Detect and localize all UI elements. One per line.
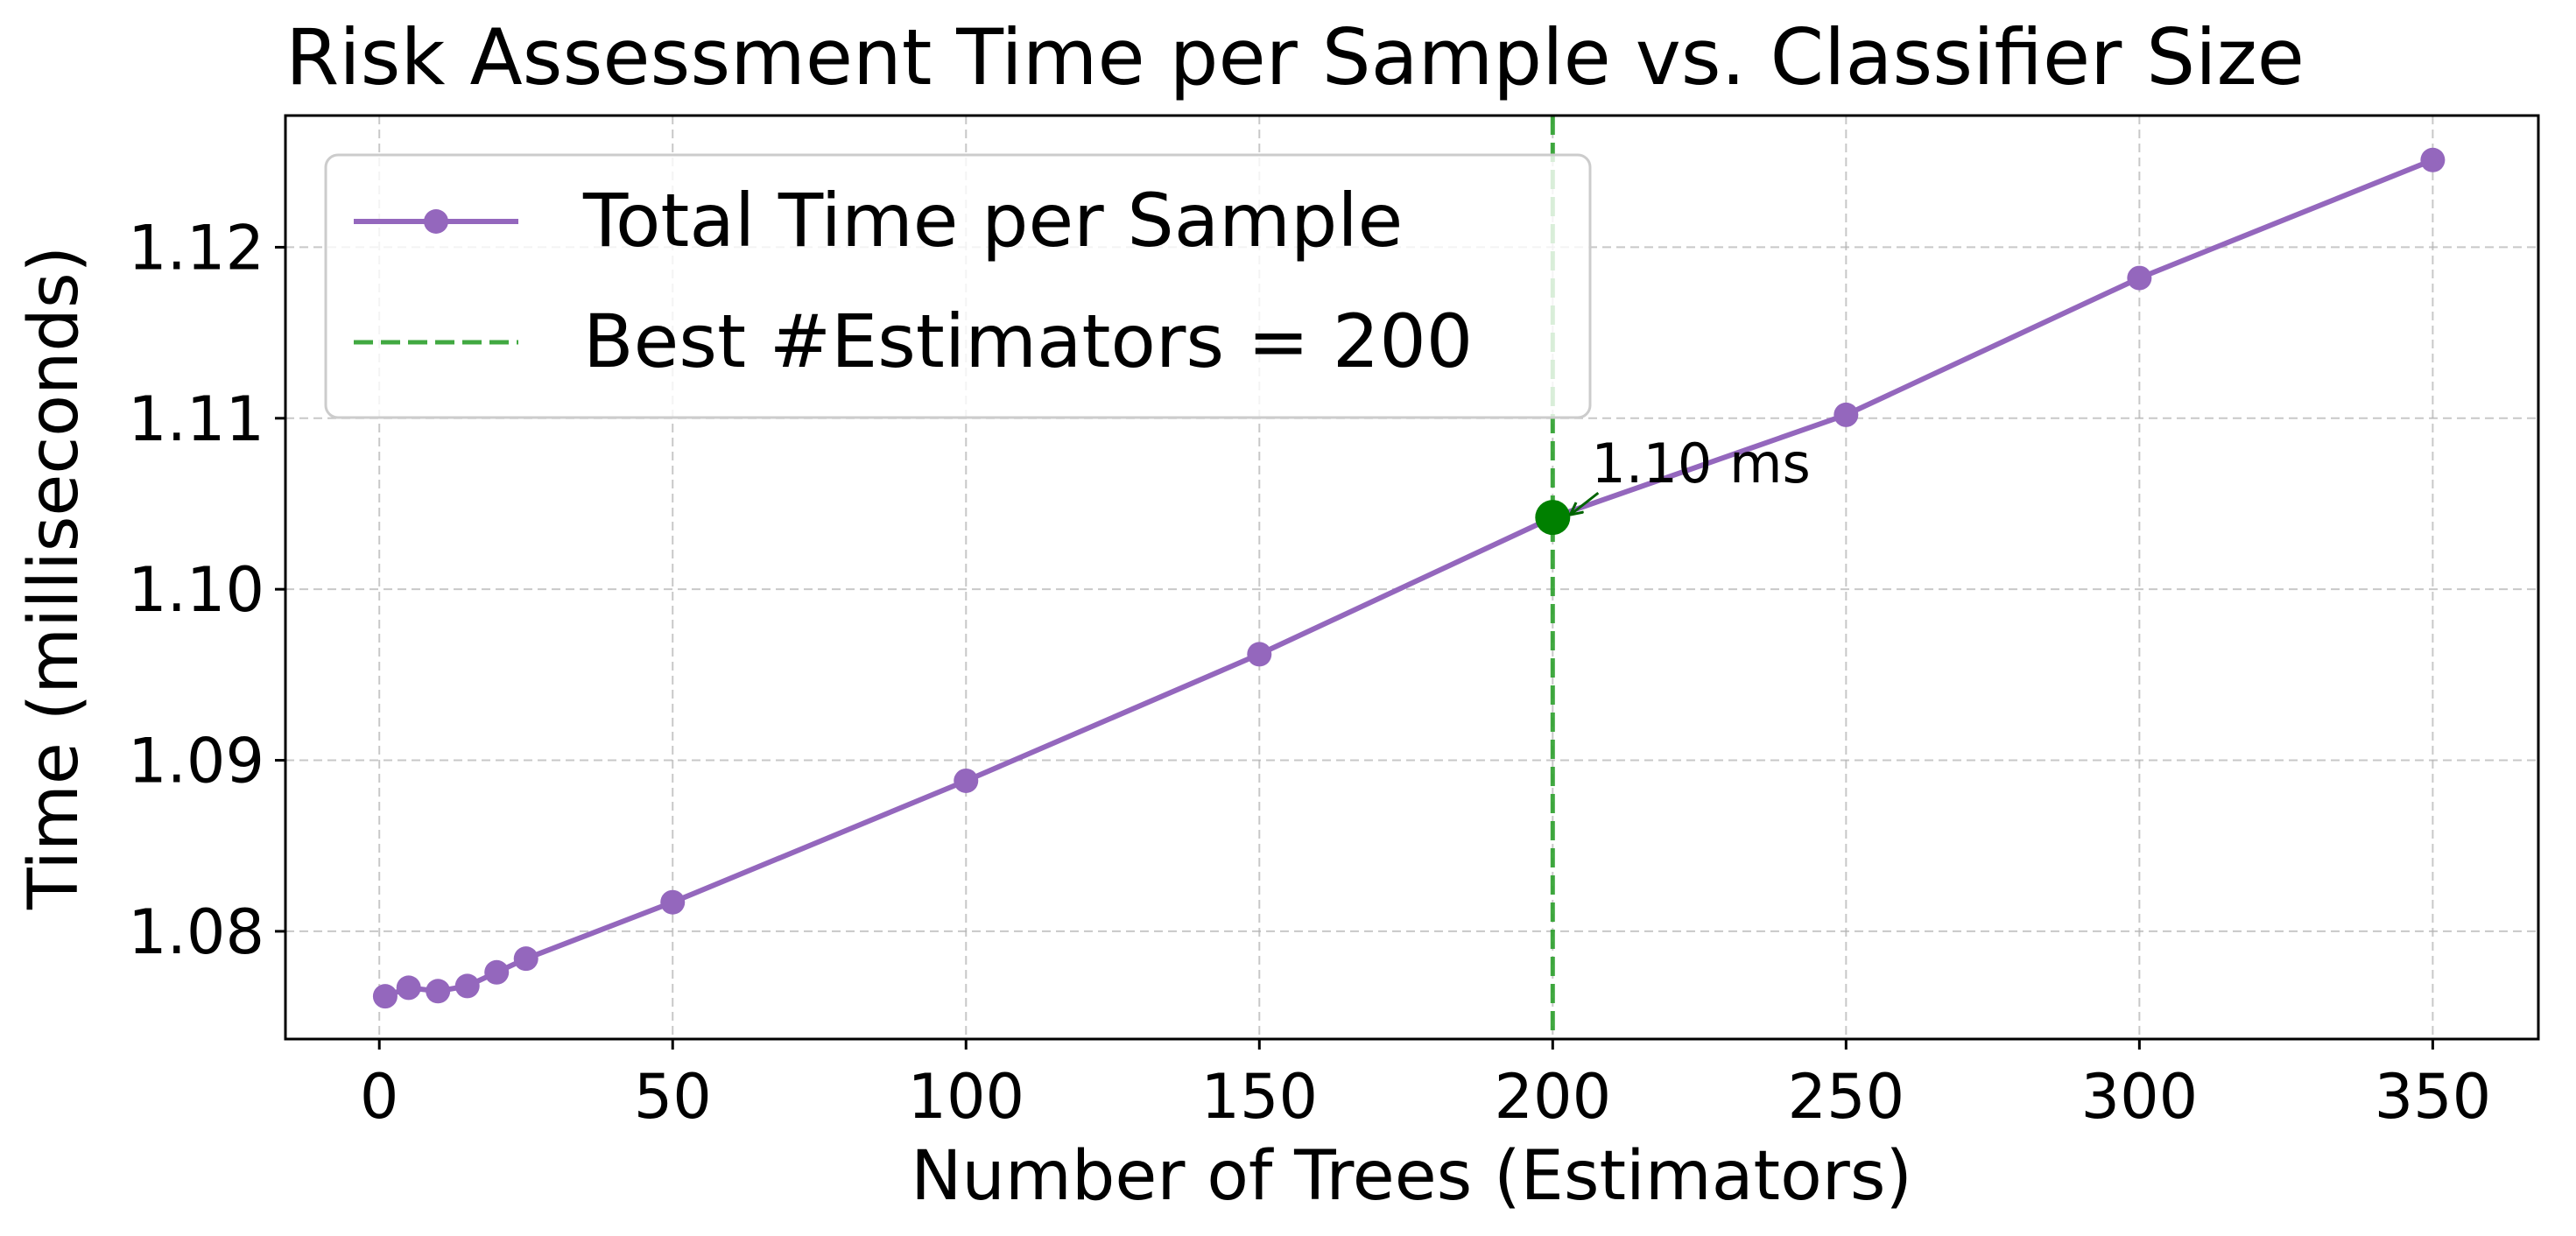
annotation-layer: 1.10 ms — [1570, 432, 1811, 515]
legend-reference-label: Best #Estimators = 200 — [583, 298, 1473, 384]
chart-title: Risk Assessment Time per Sample vs. Clas… — [285, 12, 2305, 102]
legend-box — [324, 153, 1592, 419]
series-layer — [372, 147, 2446, 1009]
data-point — [954, 768, 979, 793]
data-point — [426, 979, 451, 1004]
x-axis-ticks: 0 50 100 150 200 250 300 350 — [360, 1039, 2491, 1133]
y-tick-label: 1.09 — [128, 726, 264, 797]
x-tick-label: 200 — [1495, 1061, 1612, 1133]
annotation-arrow — [1570, 491, 1600, 515]
data-point — [660, 889, 686, 915]
x-tick-label: 100 — [907, 1061, 1024, 1133]
legend: Total Time per Sample Best #Estimators =… — [324, 153, 1592, 419]
data-point — [2420, 147, 2446, 172]
y-axis-label: Time (milliseconds) — [15, 246, 94, 910]
x-axis-label: Number of Trees (Estimators) — [911, 1137, 1912, 1216]
x-tick-label: 0 — [360, 1061, 399, 1133]
y-tick-label: 1.11 — [128, 383, 264, 455]
plot-area-frame — [284, 114, 2540, 1041]
x-tick-label: 350 — [2375, 1061, 2492, 1133]
legend-series-label: Total Time per Sample — [582, 178, 1403, 263]
data-point — [396, 975, 421, 1001]
data-point — [1833, 402, 1859, 427]
data-point — [2127, 265, 2152, 291]
data-point — [454, 973, 480, 999]
data-point — [513, 946, 538, 972]
x-tick-label: 150 — [1200, 1061, 1318, 1133]
data-point — [372, 984, 398, 1009]
annotation-label: 1.10 ms — [1591, 432, 1810, 495]
x-tick-label: 300 — [2081, 1061, 2199, 1133]
y-tick-label: 1.12 — [128, 212, 264, 284]
y-axis-ticks: 1.08 1.09 1.10 1.11 1.12 — [128, 212, 285, 968]
data-point — [484, 959, 510, 985]
x-tick-label: 250 — [1788, 1061, 1905, 1133]
legend-series-marker — [424, 209, 448, 234]
highlight-layer — [1535, 500, 1571, 536]
y-tick-label: 1.08 — [128, 896, 264, 968]
best-point-marker — [1535, 500, 1571, 536]
y-tick-label: 1.10 — [128, 554, 264, 626]
x-tick-label: 50 — [634, 1061, 712, 1133]
data-point — [1247, 642, 1272, 667]
